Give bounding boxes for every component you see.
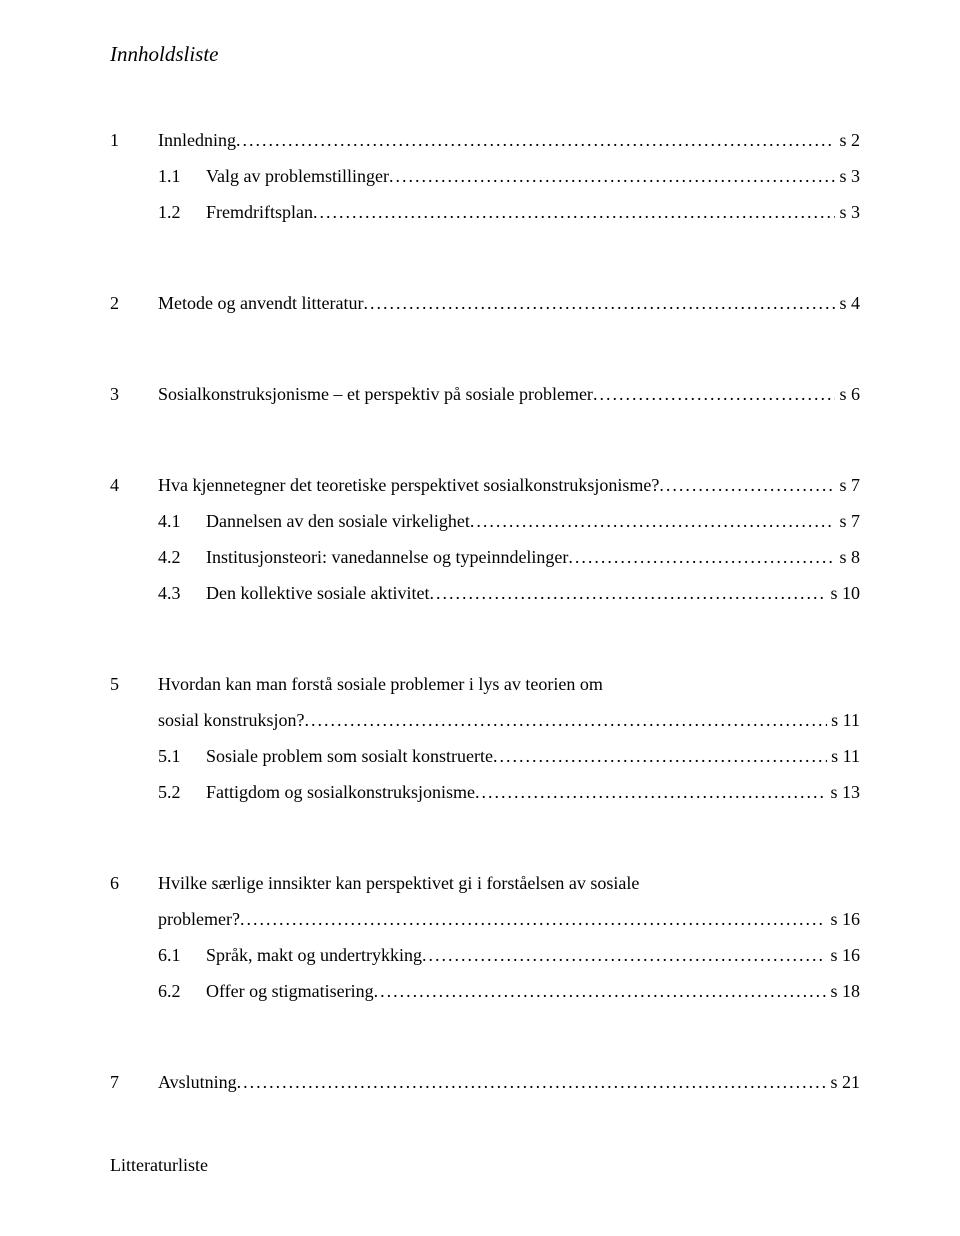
entry-page: s 8	[835, 539, 860, 575]
entry-label: Valg av problemstillinger	[206, 158, 389, 194]
entry-page: s 10	[826, 575, 860, 611]
dot-leader	[240, 901, 827, 937]
dot-leader	[305, 702, 828, 738]
entry-label: Institusjonsteori: vanedannelse og typei…	[206, 539, 568, 575]
toc-entry-6-line2: problemer? s 16	[158, 901, 860, 937]
entry-page: s 3	[835, 194, 860, 230]
toc-entry-4-2: 4.2 Institusjonsteori: vanedannelse og t…	[110, 539, 860, 575]
entry-number: 4.3	[158, 575, 206, 611]
entry-number: 1.1	[158, 158, 206, 194]
toc-section-4: 4 Hva kjennetegner det teoretiske perspe…	[110, 467, 860, 611]
entry-number: 4.1	[158, 503, 206, 539]
toc-entry-6-2: 6.2 Offer og stigmatisering s 18	[110, 973, 860, 1009]
dot-leader	[593, 376, 836, 412]
entry-page: s 7	[835, 467, 860, 503]
dot-leader	[422, 937, 827, 973]
entry-page: s 11	[827, 738, 860, 774]
toc-entry-4-1: 4.1 Dannelsen av den sosiale virkelighet…	[110, 503, 860, 539]
toc-entry-4: 4 Hva kjennetegner det teoretiske perspe…	[110, 467, 860, 503]
toc-entry-1-1: 1.1 Valg av problemstillinger s 3	[110, 158, 860, 194]
entry-label: problemer?	[158, 901, 240, 937]
dot-leader	[659, 467, 835, 503]
toc-entry-5-line1: 5 Hvordan kan man forstå sosiale problem…	[110, 666, 860, 702]
toc-section-3: 3 Sosialkonstruksjonisme – et perspektiv…	[110, 376, 860, 412]
entry-page: s 11	[827, 702, 860, 738]
toc-entry-6-1: 6.1 Språk, makt og undertrykking s 16	[110, 937, 860, 973]
entry-label: Metode og anvendt litteratur	[158, 285, 363, 321]
entry-number: 4.2	[158, 539, 206, 575]
toc-section-2: 2 Metode og anvendt litteratur s 4	[110, 285, 860, 321]
dot-leader	[237, 1064, 827, 1100]
dot-leader	[493, 738, 827, 774]
entry-label: Fremdriftsplan	[206, 194, 313, 230]
entry-number: 7	[110, 1064, 158, 1100]
dot-leader	[475, 774, 826, 810]
entry-page: s 2	[835, 122, 860, 158]
entry-number: 4	[110, 467, 158, 503]
entry-number: 1.2	[158, 194, 206, 230]
dot-leader	[389, 158, 836, 194]
entry-page: s 16	[826, 937, 860, 973]
toc-entry-6-line1: 6 Hvilke særlige innsikter kan perspekti…	[110, 865, 860, 901]
toc-section-1: 1 Innledning s 2 1.1 Valg av problemstil…	[110, 122, 860, 230]
entry-label: Fattigdom og sosialkonstruksjonisme	[206, 774, 475, 810]
entry-number: 1	[110, 122, 158, 158]
dot-leader	[470, 503, 836, 539]
entry-number: 5.2	[158, 774, 206, 810]
toc-section-7: 7 Avslutning s 21	[110, 1064, 860, 1100]
entry-label: Hvilke særlige innsikter kan perspektive…	[158, 865, 639, 901]
toc-section-6: 6 Hvilke særlige innsikter kan perspekti…	[110, 865, 860, 1009]
dot-leader	[568, 539, 835, 575]
entry-page: s 16	[826, 901, 860, 937]
page-container: Innholdsliste 1 Innledning s 2 1.1 Valg …	[0, 0, 960, 1236]
entry-number: 6.1	[158, 937, 206, 973]
entry-number: 6.2	[158, 973, 206, 1009]
entry-page: s 7	[835, 503, 860, 539]
toc-entry-3: 3 Sosialkonstruksjonisme – et perspektiv…	[110, 376, 860, 412]
dot-leader	[363, 285, 835, 321]
entry-page: s 21	[826, 1064, 860, 1100]
entry-label: Sosiale problem som sosialt konstruerte	[206, 738, 493, 774]
toc-entry-5-1: 5.1 Sosiale problem som sosialt konstrue…	[110, 738, 860, 774]
toc-entry-1-2: 1.2 Fremdriftsplan s 3	[110, 194, 860, 230]
entry-page: s 6	[835, 376, 860, 412]
entry-label: Avslutning	[158, 1064, 237, 1100]
entry-number: 5.1	[158, 738, 206, 774]
entry-label: Sosialkonstruksjonisme – et perspektiv p…	[158, 376, 593, 412]
dot-leader	[374, 973, 827, 1009]
entry-label: sosial konstruksjon?	[158, 702, 305, 738]
toc-entry-4-3: 4.3 Den kollektive sosiale aktivitet s 1…	[110, 575, 860, 611]
entry-label: Språk, makt og undertrykking	[206, 937, 422, 973]
dot-leader	[429, 575, 826, 611]
toc-entry-5-line2: sosial konstruksjon? s 11	[158, 702, 860, 738]
entry-number: 5	[110, 666, 158, 702]
page-title: Innholdsliste	[110, 42, 860, 67]
toc-entry-5-2: 5.2 Fattigdom og sosialkonstruksjonisme …	[110, 774, 860, 810]
entry-page: s 4	[835, 285, 860, 321]
entry-label: Offer og stigmatisering	[206, 973, 374, 1009]
entry-label: Hva kjennetegner det teoretiske perspekt…	[158, 467, 659, 503]
entry-number: 6	[110, 865, 158, 901]
dot-leader	[236, 122, 835, 158]
entry-page: s 13	[826, 774, 860, 810]
toc-section-5: 5 Hvordan kan man forstå sosiale problem…	[110, 666, 860, 810]
entry-number: 2	[110, 285, 158, 321]
dot-leader	[313, 194, 836, 230]
entry-label: Den kollektive sosiale aktivitet	[206, 575, 429, 611]
litteraturliste-heading: Litteraturliste	[110, 1155, 860, 1176]
entry-label: Innledning	[158, 122, 236, 158]
toc-entry-1: 1 Innledning s 2	[110, 122, 860, 158]
entry-label: Dannelsen av den sosiale virkelighet	[206, 503, 470, 539]
entry-label: Hvordan kan man forstå sosiale problemer…	[158, 666, 603, 702]
toc-entry-7: 7 Avslutning s 21	[110, 1064, 860, 1100]
entry-number: 3	[110, 376, 158, 412]
entry-page: s 3	[835, 158, 860, 194]
toc-entry-2: 2 Metode og anvendt litteratur s 4	[110, 285, 860, 321]
entry-page: s 18	[826, 973, 860, 1009]
